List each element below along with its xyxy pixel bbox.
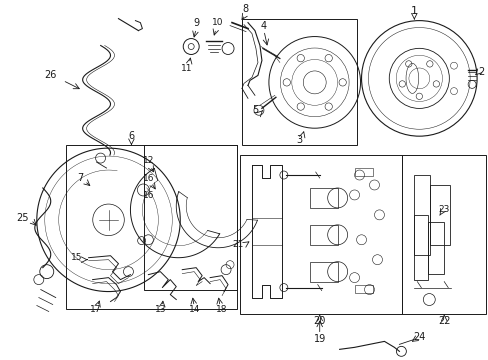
Text: 4: 4	[260, 21, 266, 31]
Bar	[413, 215, 427, 280]
Bar	[427, 222, 443, 274]
Text: 9: 9	[193, 18, 199, 28]
Text: 19: 19	[313, 334, 325, 345]
Text: 5: 5	[251, 105, 258, 115]
Bar	[309, 188, 337, 208]
Text: 11: 11	[180, 64, 192, 73]
Text: 14: 14	[188, 305, 200, 314]
Bar	[242, 19, 356, 145]
Text: 7: 7	[78, 173, 83, 183]
Text: 24: 24	[412, 332, 425, 342]
Text: 23: 23	[438, 206, 449, 215]
Text: 18: 18	[216, 305, 227, 314]
Text: 12: 12	[142, 156, 154, 165]
Text: 8: 8	[242, 4, 247, 14]
Text: 16: 16	[142, 174, 154, 183]
Bar	[309, 225, 337, 245]
Text: 15: 15	[71, 253, 82, 262]
Bar	[429, 185, 449, 245]
Bar	[413, 175, 429, 255]
Text: 10: 10	[212, 18, 224, 27]
Bar	[240, 155, 402, 315]
Bar	[354, 168, 372, 176]
Text: 22: 22	[437, 316, 449, 327]
Text: 17: 17	[90, 305, 101, 314]
Text: 20: 20	[313, 316, 325, 327]
Text: 3: 3	[296, 135, 302, 145]
Text: 2: 2	[477, 67, 483, 77]
Bar	[309, 262, 337, 282]
Text: 1: 1	[410, 6, 417, 15]
Bar	[354, 285, 372, 293]
Text: 26: 26	[44, 71, 57, 80]
Text: 21: 21	[232, 240, 244, 249]
Text: 13: 13	[154, 305, 166, 314]
Text: 6: 6	[128, 131, 134, 141]
Bar	[65, 145, 237, 310]
Text: 16: 16	[142, 192, 154, 201]
Bar	[402, 155, 485, 315]
Text: 25: 25	[17, 213, 29, 223]
Bar	[144, 145, 237, 289]
